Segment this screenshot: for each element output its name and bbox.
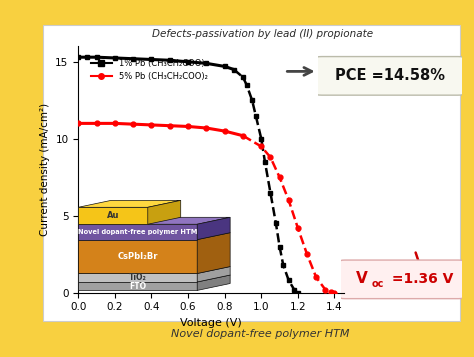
Text: Defects-passivation by lead (II) propionate: Defects-passivation by lead (II) propion…: [152, 29, 373, 39]
FancyBboxPatch shape: [339, 260, 465, 299]
Text: TiO₂: TiO₂: [129, 273, 146, 282]
Polygon shape: [197, 217, 230, 240]
Polygon shape: [78, 200, 181, 207]
X-axis label: Voltage (V): Voltage (V): [180, 318, 242, 328]
Polygon shape: [78, 233, 230, 240]
Polygon shape: [78, 240, 197, 273]
Polygon shape: [78, 217, 230, 224]
Polygon shape: [78, 267, 230, 273]
Polygon shape: [43, 25, 460, 321]
Polygon shape: [78, 224, 197, 240]
Polygon shape: [78, 273, 197, 282]
Text: =1.36 V: =1.36 V: [387, 272, 454, 286]
Text: Novel dopant-free polymer HTM: Novel dopant-free polymer HTM: [172, 329, 350, 339]
Polygon shape: [197, 233, 230, 273]
Text: Novel dopant-free polymer HTM: Novel dopant-free polymer HTM: [78, 229, 197, 235]
Text: V: V: [356, 271, 367, 286]
Text: oc: oc: [372, 279, 384, 289]
Y-axis label: Current density (mA/cm²): Current density (mA/cm²): [40, 103, 50, 236]
Polygon shape: [148, 200, 181, 224]
Text: PCE =14.58%: PCE =14.58%: [335, 68, 445, 84]
Polygon shape: [197, 267, 230, 282]
Text: Au: Au: [107, 211, 119, 220]
Text: FTO: FTO: [129, 282, 146, 291]
FancyBboxPatch shape: [315, 56, 465, 95]
Polygon shape: [78, 275, 230, 282]
Legend: 1% Pb (CH₃CH₂COO)₂, 5% Pb (CH₃CH₂COO)₂: 1% Pb (CH₃CH₂COO)₂, 5% Pb (CH₃CH₂COO)₂: [88, 55, 211, 84]
Polygon shape: [197, 275, 230, 291]
Polygon shape: [78, 207, 148, 224]
Polygon shape: [78, 282, 197, 291]
Text: CsPbI₂Br: CsPbI₂Br: [118, 252, 158, 261]
